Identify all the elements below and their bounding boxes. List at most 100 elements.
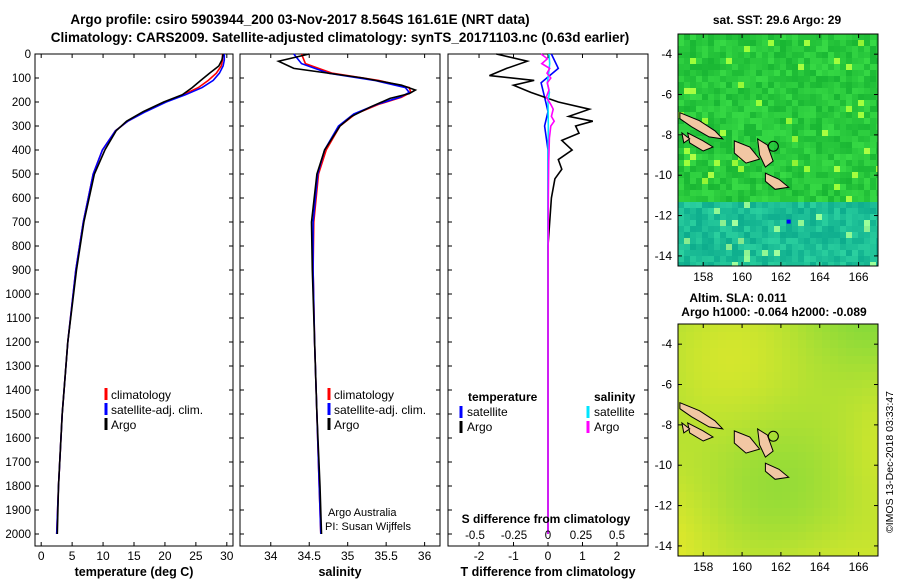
map-cell xyxy=(742,476,750,484)
map-cell xyxy=(714,94,720,100)
map-cell xyxy=(714,214,720,220)
map-cell xyxy=(684,178,690,184)
map-cell xyxy=(804,160,810,166)
map-cell xyxy=(782,332,790,340)
map-cell xyxy=(702,208,708,214)
map-cell xyxy=(822,142,828,148)
map-cell xyxy=(790,372,798,380)
map-cell xyxy=(792,34,798,40)
map-cell xyxy=(830,396,838,404)
map-cell xyxy=(810,100,816,106)
map-cell xyxy=(720,178,726,184)
map-cell xyxy=(834,52,840,58)
map-cell xyxy=(786,238,792,244)
map-cell xyxy=(870,428,878,436)
map-cell xyxy=(710,548,718,556)
map-cell xyxy=(750,244,756,250)
map-cell xyxy=(756,196,762,202)
depth-tick-label: 100 xyxy=(12,73,31,85)
map-cell xyxy=(774,118,780,124)
map-cell xyxy=(768,202,774,208)
map-cell xyxy=(810,178,816,184)
map-cell xyxy=(708,124,714,130)
map-cell xyxy=(870,244,876,250)
map-cell xyxy=(786,214,792,220)
x-axis-label: salinity xyxy=(318,565,361,579)
map-cell xyxy=(758,364,766,372)
map-cell xyxy=(858,244,864,250)
map-cell xyxy=(690,220,696,226)
map-cell xyxy=(864,148,870,154)
map-cell xyxy=(870,100,876,106)
map-cell xyxy=(718,404,726,412)
map-cell xyxy=(750,540,758,548)
map-cell xyxy=(758,516,766,524)
map-cell xyxy=(684,70,690,76)
map-cell xyxy=(718,340,726,348)
map-cell xyxy=(684,214,690,220)
map-cell xyxy=(702,76,708,82)
map-cell xyxy=(834,184,840,190)
map-cell xyxy=(864,112,870,118)
map-cell xyxy=(734,396,742,404)
map-cell xyxy=(678,178,684,184)
map-cell xyxy=(822,46,828,52)
map-cell xyxy=(798,532,806,540)
map-cell xyxy=(822,396,830,404)
map-cell xyxy=(774,46,780,52)
map-cell xyxy=(786,202,792,208)
map-cell xyxy=(696,148,702,154)
map-cell xyxy=(766,452,774,460)
map-cell xyxy=(858,94,864,100)
map-cell xyxy=(726,184,732,190)
map-cell xyxy=(742,412,750,420)
map-cell xyxy=(734,404,742,412)
map-cell xyxy=(732,238,738,244)
map-cell xyxy=(702,190,708,196)
map-cell xyxy=(814,380,822,388)
lat-tick-label: -10 xyxy=(655,168,673,182)
map-cell xyxy=(816,202,822,208)
depth-tick-label: 1400 xyxy=(5,385,31,397)
map-cell xyxy=(782,428,790,436)
map-cell xyxy=(696,220,702,226)
map-cell xyxy=(782,396,790,404)
map-cell xyxy=(678,452,686,460)
map-cell xyxy=(854,404,862,412)
map-cell xyxy=(862,324,870,332)
map-cell xyxy=(862,532,870,540)
map-cell xyxy=(828,136,834,142)
map-cell xyxy=(822,420,830,428)
map-cell xyxy=(758,452,766,460)
map-cell xyxy=(774,256,780,262)
map-cell xyxy=(780,106,786,112)
map-cell xyxy=(696,88,702,94)
map-cell xyxy=(726,516,734,524)
map-cell xyxy=(684,172,690,178)
map-cell xyxy=(840,256,846,262)
map-cell xyxy=(838,356,846,364)
map-cell xyxy=(828,262,834,266)
map-cell xyxy=(816,112,822,118)
map-cell xyxy=(806,396,814,404)
map-cell xyxy=(792,40,798,46)
map-cell xyxy=(774,250,780,256)
map-cell xyxy=(814,372,822,380)
map-cell xyxy=(708,172,714,178)
map-cell xyxy=(690,214,696,220)
map-cell xyxy=(828,112,834,118)
lon-tick-label: 166 xyxy=(849,270,869,284)
map-cell xyxy=(804,124,810,130)
map-cell xyxy=(714,70,720,76)
map-cell xyxy=(720,220,726,226)
map-cell xyxy=(718,524,726,532)
map-cell xyxy=(838,524,846,532)
map-cell xyxy=(840,52,846,58)
map-cell xyxy=(750,468,758,476)
map-cell xyxy=(678,232,684,238)
map-cell xyxy=(774,324,782,332)
map-cell xyxy=(780,70,786,76)
map-cell xyxy=(854,500,862,508)
map-cell xyxy=(852,214,858,220)
map-cell xyxy=(696,238,702,244)
